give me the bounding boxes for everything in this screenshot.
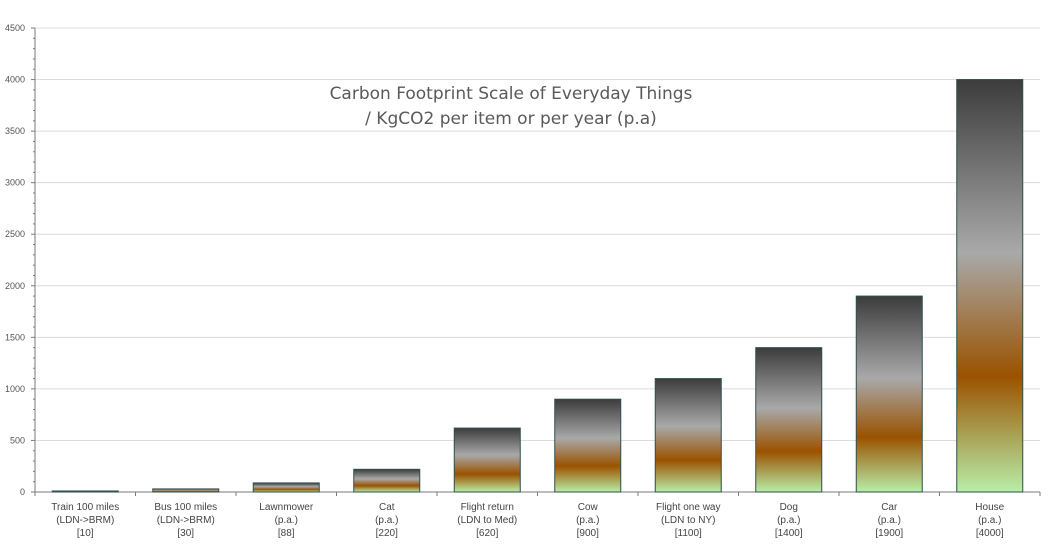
- category-label: Cow: [578, 502, 599, 513]
- category-label: [30]: [177, 528, 194, 539]
- y-tick-label: 3500: [5, 126, 25, 136]
- category-label: [1100]: [675, 528, 702, 539]
- category-label: (p.a.): [576, 515, 599, 526]
- category-label: Flight one way: [656, 502, 720, 513]
- category-label: (p.a.): [275, 515, 298, 526]
- category-label: [620]: [476, 528, 498, 539]
- category-label: Train 100 miles: [51, 502, 119, 513]
- bar-0: [51, 490, 119, 493]
- category-label: [220]: [376, 528, 398, 539]
- category-label: Flight return: [461, 502, 514, 513]
- y-tick-label: 1000: [5, 384, 25, 394]
- y-tick-label: 4000: [5, 75, 25, 85]
- category-label: (p.a.): [375, 515, 398, 526]
- category-label: (p.a.): [978, 515, 1001, 526]
- category-label: (p.a.): [878, 515, 901, 526]
- category-label: (LDN to Med): [457, 515, 517, 526]
- category-label: Car: [881, 502, 898, 513]
- y-tick-label: 500: [10, 435, 25, 445]
- chart-title: Carbon Footprint Scale of Everyday Thing…: [330, 84, 693, 129]
- category-label: Bus 100 miles: [154, 502, 217, 513]
- bar-1: [152, 488, 220, 493]
- category-labels: Train 100 miles (LDN->BRM) [10] Bus 100 mil…: [51, 502, 1004, 539]
- bar-8: [855, 295, 923, 493]
- category-label: [10]: [77, 528, 94, 539]
- bar-3: [353, 468, 421, 493]
- category-label: Lawnmower: [259, 502, 314, 513]
- category-label: (LDN to NY): [661, 515, 715, 526]
- grid-lines: [35, 27, 1040, 441]
- bar-2: [252, 482, 320, 493]
- y-tick-label: 3000: [5, 178, 25, 188]
- bars: [51, 79, 1024, 493]
- y-tick-label: 1500: [5, 332, 25, 342]
- category-label: [900]: [577, 528, 599, 539]
- category-label: (LDN->BRM): [56, 515, 114, 526]
- category-label: [1400]: [775, 528, 803, 539]
- bar-6: [654, 378, 722, 493]
- chart-title-line: Carbon Footprint Scale of Everyday Thing…: [330, 84, 693, 104]
- y-tick-label: 2000: [5, 281, 25, 291]
- y-tick-label: 4500: [5, 23, 25, 33]
- y-tick-label: 2500: [5, 229, 25, 239]
- category-label: [1900]: [875, 528, 903, 539]
- category-label: [4000]: [976, 528, 1004, 539]
- category-label: Dog: [780, 502, 798, 513]
- category-label: (p.a.): [777, 515, 800, 526]
- bar-9: [956, 79, 1024, 493]
- bar-7: [755, 347, 823, 493]
- category-label: House: [975, 502, 1004, 513]
- category-label: Cat: [379, 502, 395, 513]
- category-label: [88]: [278, 528, 295, 539]
- bar-4: [453, 427, 521, 493]
- chart-title-line: / KgCO2 per item or per year (p.a): [365, 109, 657, 129]
- category-label: (LDN->BRM): [157, 515, 215, 526]
- bar-5: [554, 398, 622, 493]
- y-tick-label: 0: [20, 487, 25, 497]
